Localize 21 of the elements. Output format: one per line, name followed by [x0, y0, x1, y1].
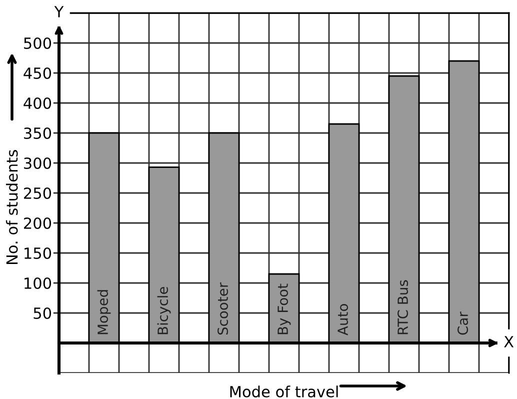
y-tick-label: 250: [24, 187, 52, 200]
x-tick-label: Auto: [338, 304, 348, 336]
x-tick-label: Bicycle: [157, 286, 171, 334]
x-tick-label: Scooter: [218, 282, 228, 335]
x-tick-label: RTC Bus: [398, 280, 408, 334]
y-tick-label: 300: [24, 157, 52, 170]
y-tick-label: 50: [34, 307, 52, 320]
x-tick-label: Moped: [97, 290, 111, 334]
x-tick-label: By Foot: [278, 284, 291, 334]
y-tick-label: 450: [24, 67, 52, 80]
y-tick-label: 150: [24, 247, 52, 260]
y-tick-label: 400: [24, 97, 52, 110]
x-tick-label: Car: [458, 312, 468, 335]
y-tick-label: 200: [24, 217, 52, 230]
y-tick-label: 100: [24, 277, 52, 290]
x-axis-title: Mode of travel: [230, 386, 338, 398]
y-tick-label: 500: [24, 37, 52, 50]
y-tick-label: 350: [24, 127, 52, 140]
annotation: Y: [54, 6, 64, 18]
annotation: X: [504, 336, 514, 348]
y-axis-title: No. of students: [6, 150, 18, 264]
